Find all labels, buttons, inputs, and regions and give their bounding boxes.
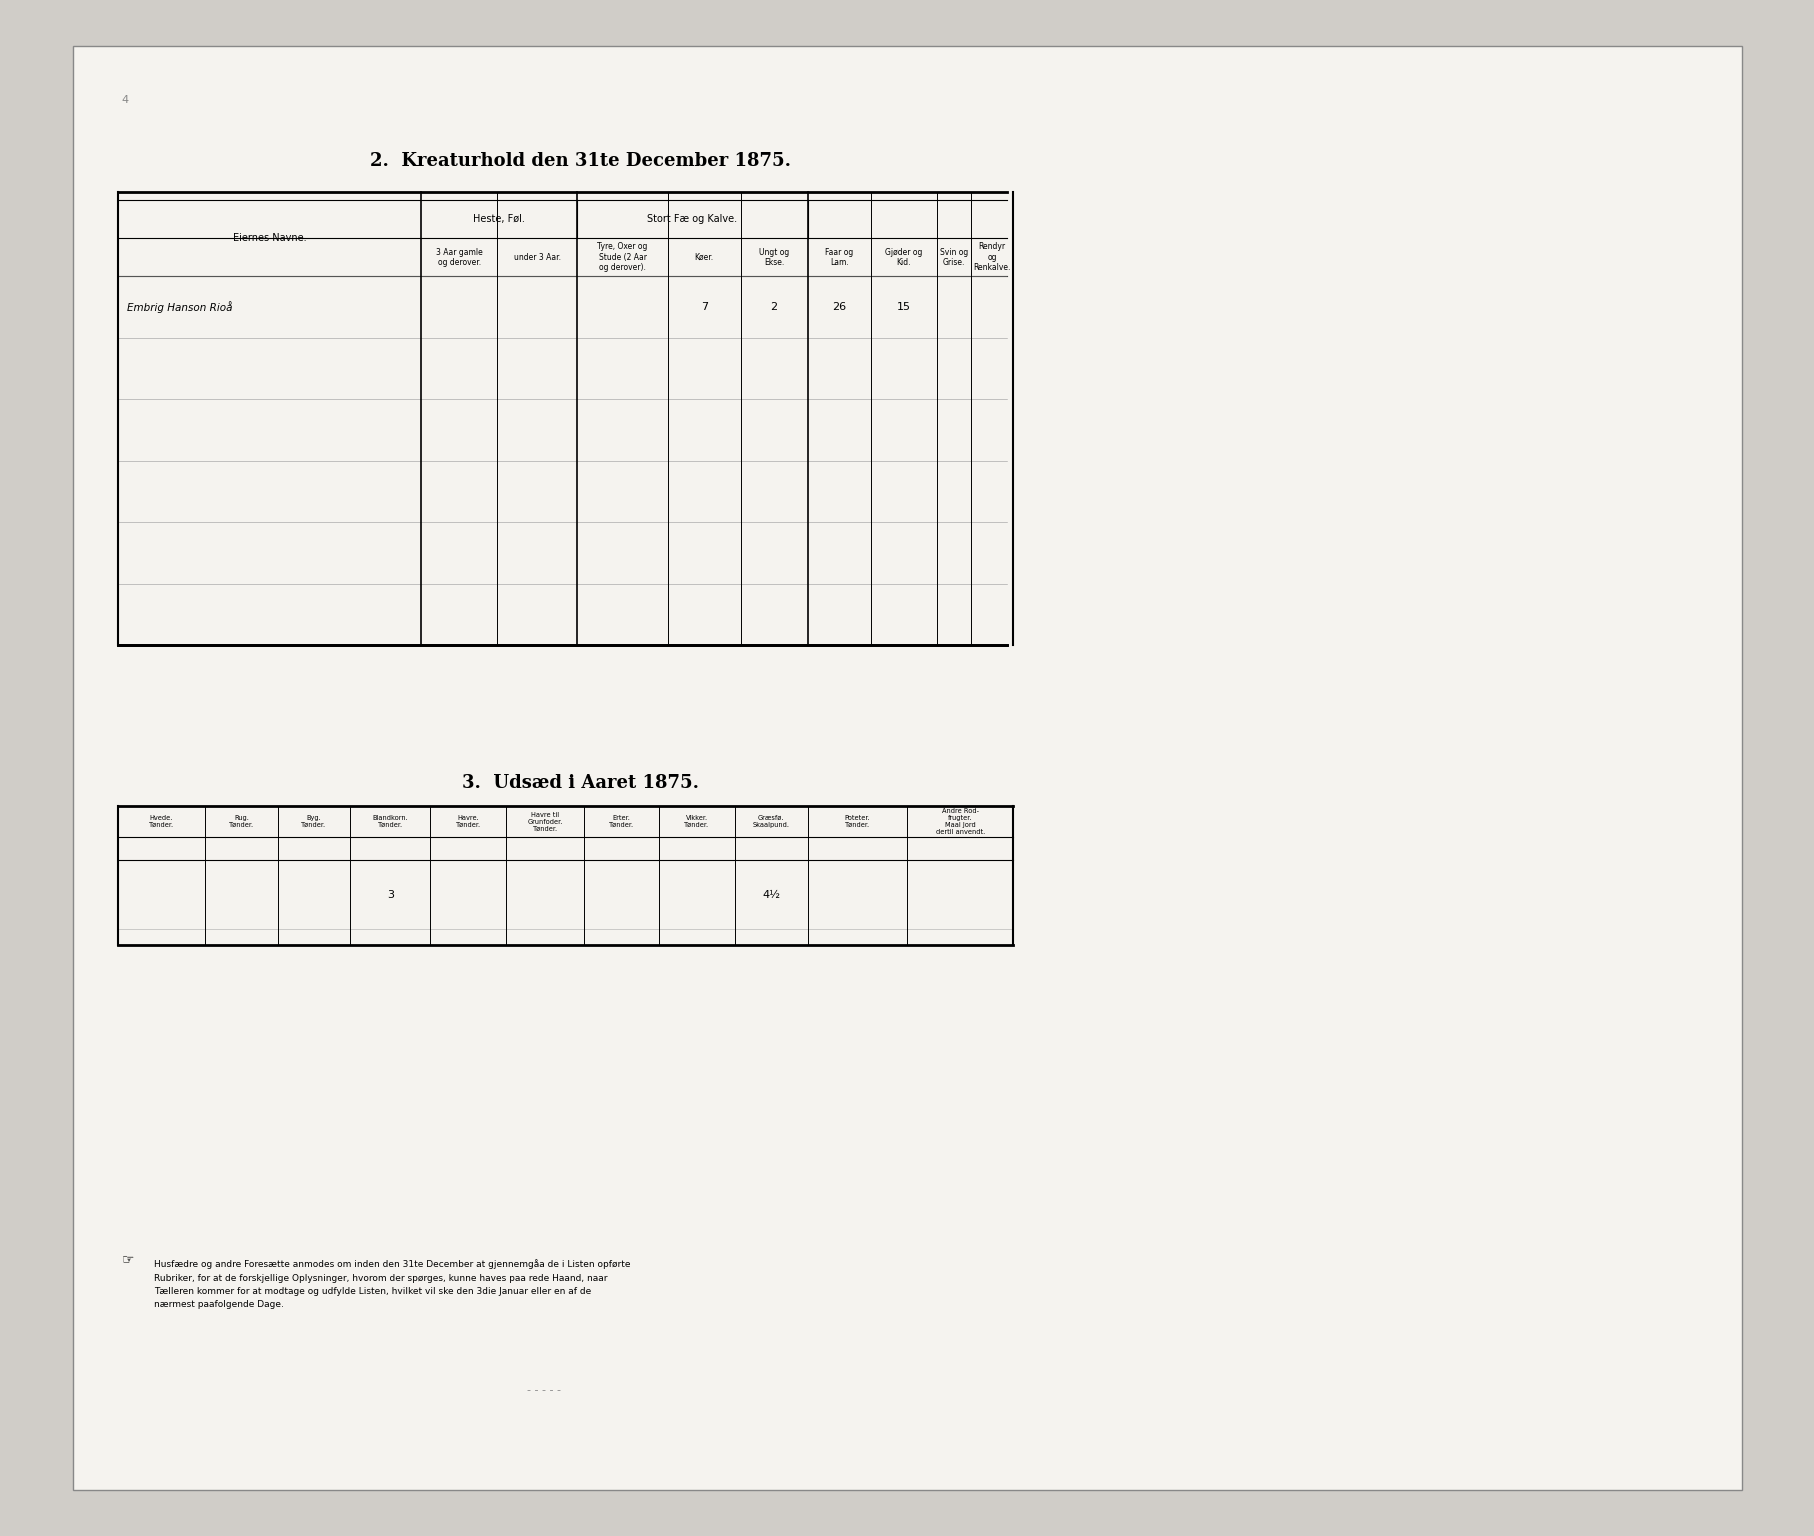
Text: 3 Aar gamle
og derover.: 3 Aar gamle og derover.	[435, 247, 483, 267]
Text: Byg.
Tønder.: Byg. Tønder.	[301, 816, 327, 828]
Text: Vikker.
Tønder.: Vikker. Tønder.	[684, 816, 709, 828]
Text: 15: 15	[896, 303, 911, 312]
Text: Heste, Føl.: Heste, Føl.	[473, 214, 524, 224]
Text: Græsfø.
Skaalpund.: Græsfø. Skaalpund.	[753, 816, 789, 828]
Text: Eiernes Navne.: Eiernes Navne.	[232, 233, 307, 243]
Text: Stort Fæ og Kalve.: Stort Fæ og Kalve.	[648, 214, 736, 224]
Text: Tyre, Oxer og
Stude (2 Aar
og derover).: Tyre, Oxer og Stude (2 Aar og derover).	[597, 243, 648, 272]
Text: 2.  Kreaturhold den 31te December 1875.: 2. Kreaturhold den 31te December 1875.	[370, 152, 791, 170]
Text: Erter.
Tønder.: Erter. Tønder.	[610, 816, 633, 828]
Text: 7: 7	[700, 303, 707, 312]
Text: Ungt og
Ekse.: Ungt og Ekse.	[758, 247, 789, 267]
Text: Poteter.
Tønder.: Poteter. Tønder.	[844, 816, 871, 828]
Text: Gjøder og
Kid.: Gjøder og Kid.	[885, 247, 922, 267]
FancyBboxPatch shape	[73, 46, 1741, 1490]
Text: Køer.: Køer.	[695, 253, 713, 261]
Text: Rendyr
og
Renkalve.: Rendyr og Renkalve.	[972, 243, 1010, 272]
Text: Havre.
Tønder.: Havre. Tønder.	[455, 816, 481, 828]
Text: Blandkorn.
Tønder.: Blandkorn. Tønder.	[372, 816, 408, 828]
Text: Husfædre og andre Foresætte anmodes om inden den 31te December at gjennemgåa de : Husfædre og andre Foresætte anmodes om i…	[154, 1260, 631, 1309]
Text: Faar og
Lam.: Faar og Lam.	[825, 247, 853, 267]
Text: 4: 4	[122, 95, 129, 104]
Text: Embrig Hanson Rioå: Embrig Hanson Rioå	[127, 301, 232, 313]
Text: Svin og
Grise.: Svin og Grise.	[940, 247, 967, 267]
Text: ☞: ☞	[122, 1252, 134, 1266]
Text: 3.  Udsæd i Aaret 1875.: 3. Udsæd i Aaret 1875.	[463, 774, 698, 793]
Text: 4½: 4½	[762, 889, 780, 900]
Text: under 3 Aar.: under 3 Aar.	[513, 253, 561, 261]
Text: Havre til
Grunfoder.
Tønder.: Havre til Grunfoder. Tønder.	[528, 811, 562, 833]
Text: 2: 2	[771, 303, 776, 312]
Text: Rug.
Tønder.: Rug. Tønder.	[229, 816, 254, 828]
Text: - - - - -: - - - - -	[528, 1385, 561, 1395]
Text: Hvede.
Tønder.: Hvede. Tønder.	[149, 816, 174, 828]
Text: Andre Rod-
frugter.
Maal Jord
dertil anvendt.: Andre Rod- frugter. Maal Jord dertil anv…	[934, 808, 985, 836]
Text: 26: 26	[833, 303, 845, 312]
Text: 3: 3	[386, 889, 394, 900]
